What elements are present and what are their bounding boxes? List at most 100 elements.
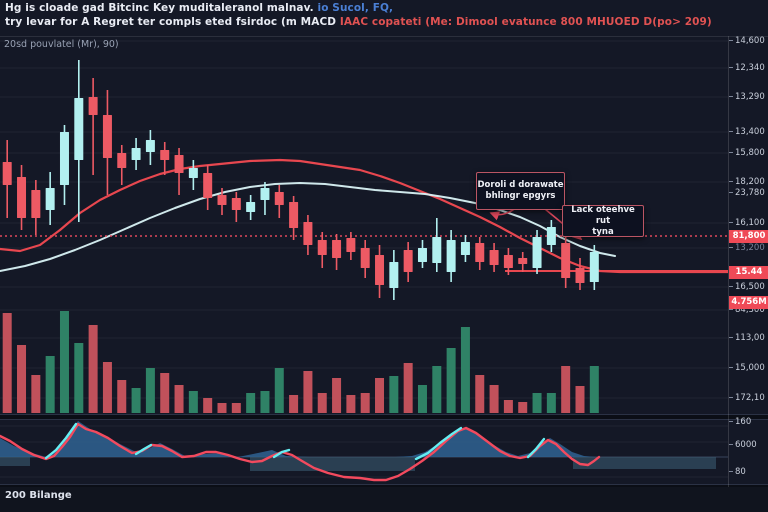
axis-price-label: 80 (729, 467, 768, 477)
volume-bar (160, 373, 170, 413)
volume-bar (532, 393, 542, 413)
candle-body (561, 243, 571, 278)
headline-1-link[interactable]: io Sucol, FQ, (317, 2, 394, 14)
volume-bar (575, 386, 585, 413)
volume-bar (260, 391, 270, 413)
annotation-line: tyna (592, 226, 614, 237)
candle-body (188, 168, 198, 178)
volume-bar (145, 368, 155, 413)
volume-bar (389, 376, 399, 413)
volume-bar (45, 356, 55, 413)
candle-body (503, 255, 513, 268)
candle-body (403, 250, 413, 272)
volume-bar (174, 385, 184, 413)
candle-body (460, 242, 470, 255)
axis-price-label: 13,400 (729, 127, 768, 137)
axis-price-label: 6000 (729, 440, 768, 450)
candle-body (131, 148, 141, 160)
volume-bar (131, 388, 141, 413)
axis-price-label: 160 (729, 417, 768, 427)
axis-price-label: 14,600 (729, 36, 768, 46)
candle-body (88, 97, 98, 115)
volume-bar (289, 395, 299, 413)
axis-price-label: 23,780 (729, 188, 768, 198)
candle-body (518, 258, 528, 264)
volume-bar (360, 393, 370, 413)
volume-bar (246, 393, 256, 413)
candle-body (575, 268, 585, 283)
volume-bar (203, 398, 213, 413)
volume-bar (117, 380, 127, 413)
headline-2-accent: IAAC copateti (Me: Dimool evatunce 800 M… (339, 16, 712, 28)
macd-fast-segment (44, 422, 78, 460)
header-divider (0, 36, 768, 37)
chart-header: Hg is cloade gad Bitcinc Key muditaleran… (5, 1, 712, 29)
volume-bar (102, 362, 112, 413)
volume-bar (31, 375, 41, 413)
footer-bar: 200 Bilange (0, 487, 768, 512)
volume-bar (561, 366, 571, 413)
macd-area (0, 421, 596, 457)
axis-price-label: 84,300 (729, 305, 768, 315)
macd-signal-line (0, 422, 601, 482)
headline-2: try levar for A Regret ter compls eted f… (5, 15, 712, 29)
candle-body (446, 240, 456, 272)
macd-fast-segment (134, 443, 153, 456)
annotation-box-lack[interactable]: Lack oteehve rut tyna (562, 205, 644, 237)
volume-bar (317, 393, 327, 413)
volume-bar (188, 391, 198, 413)
candle-body (231, 198, 241, 210)
candle-body (246, 202, 256, 212)
candle-body (31, 190, 41, 218)
annotation-box-dominate[interactable]: Doroli d dorawate bhlingr epgyrs (476, 172, 565, 210)
candle-body (303, 222, 313, 245)
price-axis[interactable]: 14,600 12,340 13,290 13,400 15,800 18,200 23,7… (728, 36, 768, 487)
candle-body (289, 202, 299, 228)
volume-bar (2, 313, 12, 413)
indicator-settings-label: 20sd pouvlatel (Mr), 90) (4, 39, 119, 50)
annotation-line: Lack oteehve rut (571, 204, 635, 226)
headline-2-text: try levar for A Regret ter compls eted f… (5, 16, 337, 28)
candle-body (389, 262, 399, 288)
candle-body (117, 153, 127, 168)
candle-body (360, 248, 370, 268)
candle-body (346, 238, 356, 252)
volume-bar (518, 402, 528, 413)
volume-bar (231, 403, 241, 413)
volume-bar (346, 395, 356, 413)
axis-price-badge: 81,800 (729, 230, 768, 243)
annotation-line: bhlingr epgyrs (485, 191, 556, 201)
candle-body (17, 177, 27, 218)
candle-body (2, 162, 12, 185)
volume-bar (217, 403, 227, 413)
volume-bar (403, 363, 413, 413)
candle-body (45, 188, 55, 210)
volume-macd-divider (0, 414, 768, 420)
volume-bar (417, 385, 427, 413)
axis-price-label: 113,00 (729, 333, 768, 343)
candle-body (274, 192, 284, 205)
candle-body (317, 240, 327, 255)
macd-band (573, 457, 716, 469)
axis-price-badge: 4.756M (729, 296, 768, 309)
chart-canvas[interactable] (0, 0, 728, 512)
axis-price-label: 15,000 (729, 363, 768, 373)
axis-price-label: 16,100 (729, 218, 768, 228)
axis-price-label: 172,10 (729, 393, 768, 403)
ma-line-cyan (0, 182, 616, 272)
headline-1-text: Hg is cloade gad Bitcinc Key muditaleran… (5, 2, 314, 14)
axis-price-label: 12,340 (729, 63, 768, 73)
candle-body (260, 188, 270, 200)
axis-price-badge: 15.44 (729, 266, 768, 279)
candle-body (589, 252, 599, 282)
volume-bar (17, 345, 27, 413)
candle-body (74, 98, 84, 160)
axis-price-label: 16,500 (729, 282, 768, 292)
axis-price-label: 15,800 (729, 148, 768, 158)
axis-price-label: 13,290 (729, 92, 768, 102)
candle-body (532, 237, 542, 268)
axis-price-label: 13,200 (729, 243, 768, 253)
candle-body (375, 255, 385, 285)
timeframe-label: 200 Bilange (5, 490, 72, 501)
